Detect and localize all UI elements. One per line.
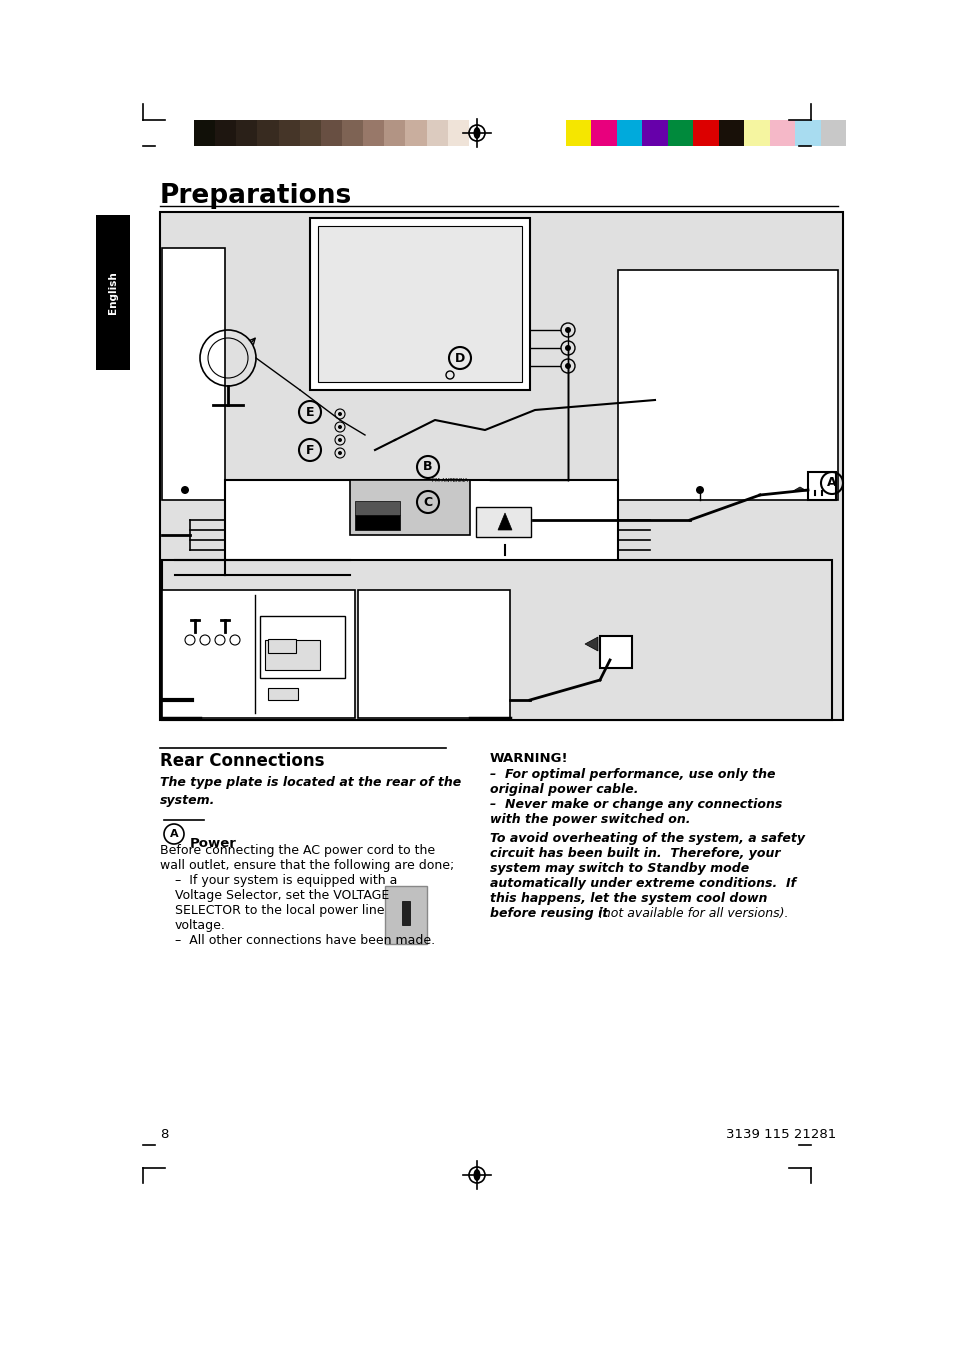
Bar [565, 120, 591, 146]
Text: 3139 115 21281: 3139 115 21281 [725, 1128, 835, 1142]
Bar [193, 120, 215, 146]
Circle shape [337, 412, 341, 416]
Text: original power cable.: original power cable. [490, 784, 638, 796]
Bar [268, 639, 295, 653]
Bar [617, 120, 641, 146]
Bar [162, 561, 831, 720]
Text: with the power switched on.: with the power switched on. [490, 813, 690, 825]
Bar [341, 120, 363, 146]
Bar [225, 480, 618, 580]
Bar [350, 480, 470, 535]
Bar [355, 515, 399, 530]
Text: Preparations: Preparations [160, 182, 352, 209]
Circle shape [337, 451, 341, 455]
Text: F: F [305, 443, 314, 457]
Bar [641, 120, 667, 146]
Circle shape [696, 486, 703, 494]
Bar [807, 471, 835, 500]
Text: FM ANTENNA: FM ANTENNA [432, 478, 468, 484]
Bar [718, 120, 743, 146]
Bar [278, 120, 299, 146]
Text: voltage.: voltage. [174, 919, 226, 932]
Bar [96, 215, 130, 370]
Text: system may switch to Standby mode: system may switch to Standby mode [490, 862, 748, 875]
Bar [693, 120, 718, 146]
Bar [618, 270, 837, 500]
Bar [160, 212, 842, 720]
Bar [236, 120, 257, 146]
Bar [320, 120, 341, 146]
Circle shape [337, 438, 341, 442]
Text: Voltage Selector, set the VOLTAGE: Voltage Selector, set the VOLTAGE [174, 889, 389, 902]
Circle shape [181, 486, 189, 494]
Text: The type plate is located at the rear of the
system.: The type plate is located at the rear of… [160, 775, 460, 807]
Bar [357, 590, 510, 717]
Bar [599, 636, 631, 667]
Bar [355, 501, 399, 515]
Bar [405, 120, 426, 146]
Circle shape [564, 327, 571, 332]
Bar [268, 688, 297, 700]
Text: WARNING!: WARNING! [490, 753, 568, 765]
Text: C: C [423, 496, 432, 508]
Bar [820, 120, 845, 146]
Bar [310, 218, 530, 390]
Circle shape [337, 426, 341, 430]
Bar [162, 249, 225, 500]
Text: –  Never make or change any connections: – Never make or change any connections [490, 798, 781, 811]
Text: B: B [423, 461, 433, 473]
Bar [667, 120, 693, 146]
Text: A: A [826, 477, 836, 489]
Text: this happens, let the system cool down: this happens, let the system cool down [490, 892, 766, 905]
Bar [363, 120, 384, 146]
Polygon shape [584, 638, 598, 651]
Text: E: E [305, 405, 314, 419]
Bar [384, 120, 405, 146]
Text: circuit has been built in.  Therefore, your: circuit has been built in. Therefore, yo… [490, 847, 780, 861]
Bar [299, 120, 320, 146]
Bar [591, 120, 617, 146]
Bar [260, 616, 345, 678]
Bar [426, 120, 447, 146]
Bar [447, 120, 468, 146]
Text: –  All other connections have been made.: – All other connections have been made. [174, 934, 435, 947]
Polygon shape [792, 486, 806, 490]
Bar [769, 120, 794, 146]
Circle shape [564, 363, 571, 369]
Ellipse shape [473, 127, 480, 139]
Text: –  If your system is equipped with a: – If your system is equipped with a [174, 874, 397, 888]
Text: 8: 8 [160, 1128, 168, 1142]
Bar [162, 590, 355, 717]
Text: (not available for all versions).: (not available for all versions). [594, 907, 788, 920]
Bar [401, 901, 410, 925]
Text: D: D [455, 351, 465, 365]
Bar [468, 120, 490, 146]
Bar [794, 120, 820, 146]
Text: wall outlet, ensure that the following are done;: wall outlet, ensure that the following a… [160, 859, 454, 871]
Text: before reusing it: before reusing it [490, 907, 608, 920]
Text: A: A [170, 830, 178, 839]
Bar [743, 120, 769, 146]
Text: –  For optimal performance, use only the: – For optimal performance, use only the [490, 767, 775, 781]
Text: Before connecting the AC power cord to the: Before connecting the AC power cord to t… [160, 844, 435, 857]
Text: Rear Connections: Rear Connections [160, 753, 324, 770]
Bar [265, 640, 319, 670]
Text: English: English [108, 272, 118, 313]
Ellipse shape [473, 1169, 480, 1181]
Text: automatically under extreme conditions.  If: automatically under extreme conditions. … [490, 877, 796, 890]
Text: Power: Power [190, 838, 236, 850]
Bar [476, 507, 531, 536]
Polygon shape [497, 513, 512, 530]
Bar [257, 120, 278, 146]
Bar [385, 886, 427, 944]
Bar [215, 120, 236, 146]
Circle shape [564, 345, 571, 351]
Text: SELECTOR to the local power line: SELECTOR to the local power line [174, 904, 384, 917]
Bar [317, 226, 521, 382]
Text: To avoid overheating of the system, a safety: To avoid overheating of the system, a sa… [490, 832, 804, 844]
